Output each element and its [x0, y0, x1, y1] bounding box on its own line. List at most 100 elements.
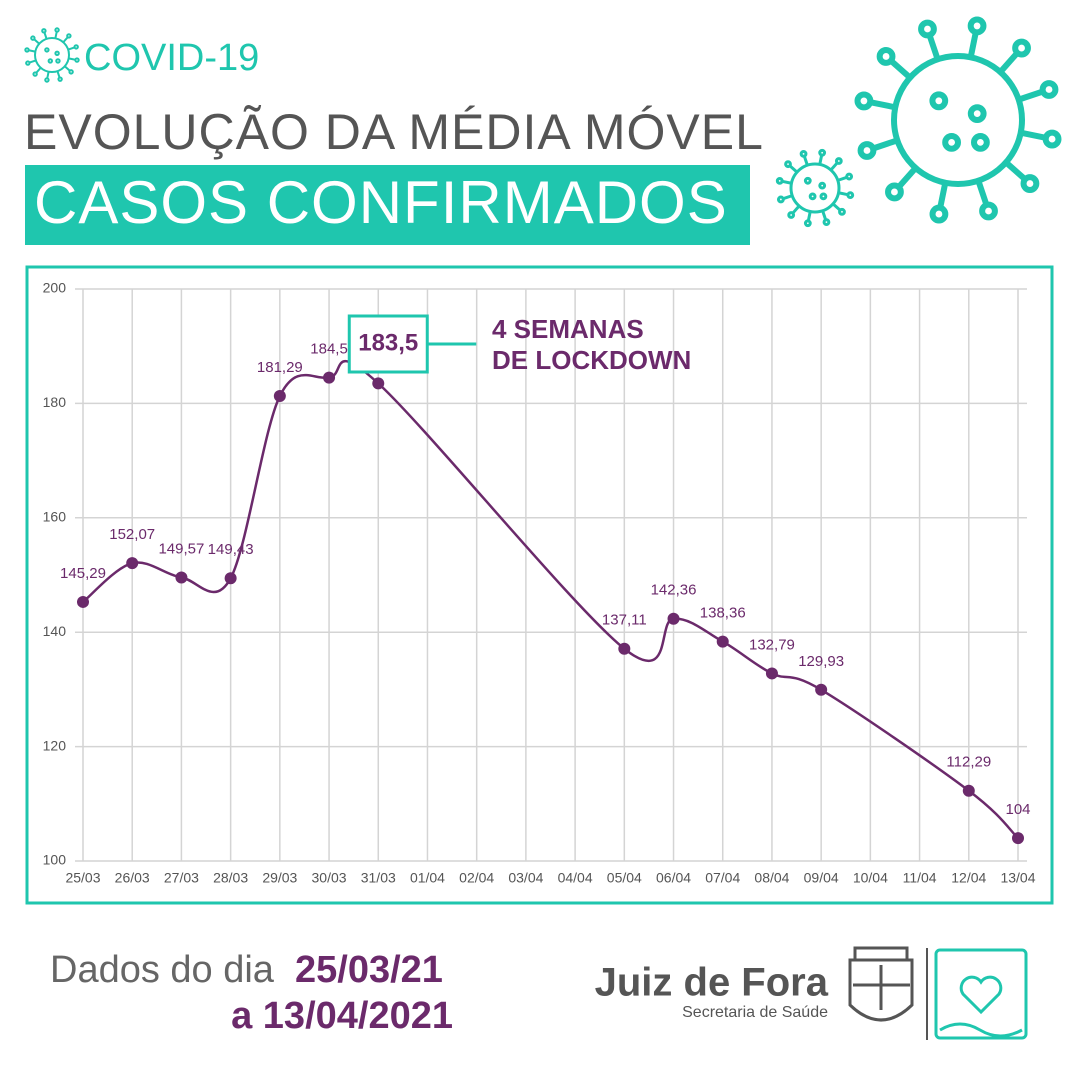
virus-spike-tip — [846, 191, 855, 200]
x-tick-label: 29/03 — [262, 870, 297, 886]
virus-spike-tip — [1012, 38, 1031, 58]
point — [667, 612, 680, 625]
point — [618, 642, 631, 655]
value-label: 137,11 — [602, 612, 647, 629]
line-segment — [131, 561, 182, 579]
virus-spike-tip — [822, 218, 831, 227]
x-tick-label: 30/03 — [312, 870, 347, 886]
subtitle-box — [25, 165, 750, 245]
org-dept: Secretaria de Saúde — [682, 1004, 828, 1021]
virus-spike — [1003, 160, 1028, 182]
line-segment — [278, 373, 330, 397]
chart-title: EVOLUÇÃO DA MÉDIA MÓVEL — [24, 104, 764, 160]
virus-spike-tip — [41, 28, 47, 34]
point — [372, 377, 385, 390]
point — [1012, 832, 1024, 845]
x-tick-label: 13/04 — [1000, 870, 1035, 886]
virus-spike-tip — [845, 172, 854, 181]
virus-spot — [818, 181, 827, 190]
virus-spike-tip — [44, 77, 50, 83]
virus-spike — [43, 32, 48, 40]
y-tick-label: 120 — [43, 737, 67, 753]
virus-spike — [838, 191, 849, 197]
virus-spike-tip — [929, 204, 949, 224]
line-segment — [673, 617, 724, 643]
virus-spot — [47, 58, 53, 64]
line-segment — [229, 395, 281, 579]
value-label: 181,29 — [257, 359, 303, 376]
virus-spike — [67, 46, 75, 51]
point — [77, 595, 89, 608]
virus-spike-tip — [818, 148, 827, 157]
callout-line: 4 SEMANAS — [492, 314, 644, 344]
virus-icon — [24, 27, 80, 83]
value-label: 104 — [1005, 801, 1030, 818]
virus-spike — [781, 179, 792, 185]
virus-spot — [803, 176, 812, 185]
virus-spike-tip — [1039, 80, 1059, 99]
coat-of-arms — [848, 946, 914, 1022]
virus-spike-tip — [54, 27, 60, 33]
y-tick-label: 200 — [43, 280, 67, 296]
virus-spike — [821, 210, 828, 221]
virus-spike-tip — [838, 207, 846, 216]
virus-spot — [54, 50, 60, 56]
virus-spike-tip — [1042, 129, 1062, 149]
virus-spike — [64, 65, 71, 72]
value-label: 138,36 — [700, 605, 746, 622]
virus-spike — [791, 204, 801, 215]
virus-spike — [802, 155, 809, 166]
value-label: 149,57 — [158, 540, 204, 557]
x-tick-label: 05/04 — [607, 870, 642, 886]
virus-spot — [929, 91, 949, 111]
x-tick-label: 28/03 — [213, 870, 248, 886]
virus-spike — [56, 70, 61, 78]
virus-spike-tip — [834, 157, 843, 165]
virus-body — [789, 162, 841, 214]
x-tick-label: 12/04 — [951, 870, 986, 886]
y-tick-label: 180 — [43, 394, 67, 410]
value-label: 152,07 — [109, 526, 155, 543]
point — [815, 683, 828, 696]
virus-spike — [869, 99, 896, 111]
x-tick-label: 06/04 — [656, 870, 691, 886]
virus-spike — [975, 179, 990, 206]
callout: 4 SEMANAS DE LOCKDOWN — [492, 314, 691, 376]
x-tick-label: 02/04 — [459, 870, 494, 886]
virus-spike — [967, 31, 979, 58]
virus-spike — [68, 57, 76, 61]
line-segment — [820, 688, 970, 792]
x-tick-label: 08/04 — [754, 870, 789, 886]
virus-spike-tip — [32, 71, 38, 77]
virus-spike — [806, 211, 812, 222]
virus-spike — [998, 50, 1020, 75]
virus-spike — [788, 164, 799, 174]
value-label: 112,29 — [946, 754, 991, 771]
virus-spike-tip — [74, 57, 80, 63]
virus-spot — [55, 58, 61, 64]
virus-spike — [29, 59, 37, 64]
value-label: 184,5 — [310, 341, 348, 358]
virus-spike-tip — [776, 195, 785, 204]
virus-spike — [888, 58, 913, 80]
x-tick-label: 27/03 — [164, 870, 199, 886]
footer-start: 25/03/21 — [295, 949, 443, 991]
virus-spike-tip — [857, 141, 877, 160]
subtitle: CASOS CONFIRMADOS — [34, 169, 728, 236]
y-tick-label: 160 — [43, 509, 67, 525]
virus-spike-tip — [854, 91, 874, 111]
virus-spot — [808, 192, 817, 201]
virus-spot — [44, 47, 50, 53]
value-label: 132,79 — [749, 636, 795, 653]
chart-frame — [25, 265, 1054, 905]
virus-spike-tip — [967, 16, 987, 36]
virus-spike — [831, 202, 842, 212]
point — [224, 572, 237, 585]
city-logo — [934, 948, 1028, 1040]
virus-spike — [837, 175, 848, 182]
x-tick-label: 26/03 — [115, 870, 150, 886]
y-tick-label: 140 — [43, 623, 67, 639]
virus-spike-tip — [73, 44, 79, 50]
virus-spike-tip — [68, 69, 74, 75]
